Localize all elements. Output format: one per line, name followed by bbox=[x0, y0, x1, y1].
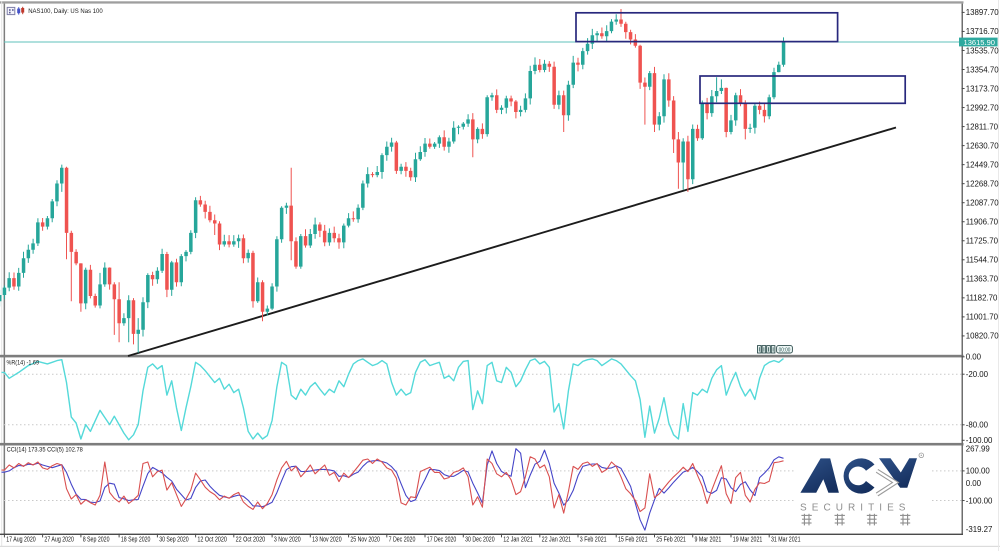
svg-text:12630.70: 12630.70 bbox=[966, 141, 1000, 150]
svg-text:-100.00: -100.00 bbox=[966, 436, 993, 445]
svg-text:3 Feb 2021: 3 Feb 2021 bbox=[580, 535, 607, 544]
svg-text:0.00: 0.00 bbox=[966, 353, 982, 362]
svg-text:31 Mar 2021: 31 Mar 2021 bbox=[771, 535, 801, 544]
svg-text:25 Nov 2020: 25 Nov 2020 bbox=[350, 535, 380, 544]
svg-text:17 Dec 2020: 17 Dec 2020 bbox=[427, 535, 457, 544]
svg-text:%R(14) -1.69: %R(14) -1.69 bbox=[7, 360, 40, 366]
svg-text:13535.70: 13535.70 bbox=[966, 46, 1000, 55]
svg-text:30 Dec 2020: 30 Dec 2020 bbox=[465, 535, 495, 544]
svg-text:11906.70: 11906.70 bbox=[966, 218, 999, 227]
svg-text:-80.00: -80.00 bbox=[966, 421, 989, 430]
svg-text:0.00: 0.00 bbox=[966, 479, 982, 488]
svg-text:7 Dec 2020: 7 Dec 2020 bbox=[389, 535, 416, 544]
svg-text:27 Aug 2020: 27 Aug 2020 bbox=[44, 535, 74, 544]
svg-text:3 Nov 2020: 3 Nov 2020 bbox=[274, 535, 301, 544]
svg-text:NAS100, Daily: US Nas 100: NAS100, Daily: US Nas 100 bbox=[28, 8, 103, 15]
svg-text:19 Mar 2021: 19 Mar 2021 bbox=[733, 535, 763, 544]
svg-text:12 Jan 2021: 12 Jan 2021 bbox=[503, 535, 533, 544]
svg-text:13615.90: 13615.90 bbox=[964, 38, 996, 47]
svg-text:13354.70: 13354.70 bbox=[966, 65, 1000, 74]
svg-text:-319.27: -319.27 bbox=[966, 525, 993, 534]
svg-text:13173.70: 13173.70 bbox=[966, 84, 1000, 93]
svg-text:-100.00: -100.00 bbox=[966, 496, 993, 505]
svg-text:12 Oct 2020: 12 Oct 2020 bbox=[197, 535, 227, 544]
svg-text:11725.70: 11725.70 bbox=[966, 237, 999, 246]
svg-text:22 Oct 2020: 22 Oct 2020 bbox=[236, 535, 266, 544]
svg-text:12087.70: 12087.70 bbox=[966, 199, 1000, 208]
svg-text:22 Jan 2021: 22 Jan 2021 bbox=[542, 535, 572, 544]
svg-text:9 Mar 2021: 9 Mar 2021 bbox=[695, 535, 722, 544]
svg-text:100.00: 100.00 bbox=[966, 467, 991, 476]
svg-text:18 Sep 2020: 18 Sep 2020 bbox=[121, 535, 150, 544]
svg-text:CCI(14) 173.35 CCI(5) 102.78: CCI(14) 173.35 CCI(5) 102.78 bbox=[7, 448, 84, 454]
svg-text:12811.70: 12811.70 bbox=[966, 122, 999, 131]
svg-text:13897.70: 13897.70 bbox=[966, 8, 1000, 17]
svg-text:25 Feb 2021: 25 Feb 2021 bbox=[656, 535, 686, 544]
svg-text:-20.00: -20.00 bbox=[966, 370, 989, 379]
svg-text:00:00: 00:00 bbox=[779, 348, 791, 354]
svg-text:12992.70: 12992.70 bbox=[966, 103, 1000, 112]
svg-text:11182.70: 11182.70 bbox=[966, 294, 998, 303]
svg-text:15 Feb 2021: 15 Feb 2021 bbox=[618, 535, 648, 544]
svg-text:11544.70: 11544.70 bbox=[966, 256, 999, 265]
svg-text:13 Nov 2020: 13 Nov 2020 bbox=[312, 535, 342, 544]
svg-text:17 Aug 2020: 17 Aug 2020 bbox=[6, 535, 36, 544]
svg-text:30 Sep 2020: 30 Sep 2020 bbox=[159, 535, 189, 544]
svg-text:SECURITIES: SECURITIES bbox=[800, 503, 911, 514]
svg-text:12268.70: 12268.70 bbox=[966, 179, 1000, 188]
svg-text:10820.70: 10820.70 bbox=[966, 332, 1000, 341]
svg-text:12449.70: 12449.70 bbox=[966, 160, 1000, 169]
svg-text:11363.70: 11363.70 bbox=[966, 275, 999, 284]
svg-text:13716.70: 13716.70 bbox=[966, 27, 1000, 36]
svg-text:8 Sep 2020: 8 Sep 2020 bbox=[83, 535, 110, 544]
svg-text:11001.70: 11001.70 bbox=[966, 313, 999, 322]
svg-text:267.99: 267.99 bbox=[966, 445, 991, 454]
